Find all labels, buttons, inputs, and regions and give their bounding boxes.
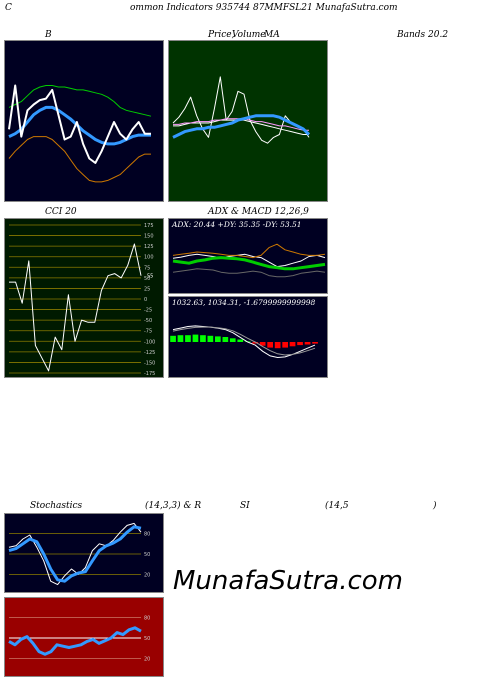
stochastics-tick-label: 50 <box>144 552 150 558</box>
stochastics-series-1-line <box>8 525 142 583</box>
macd-histogram-bar <box>274 342 281 349</box>
price-ma-chart <box>168 40 328 202</box>
cci-chart: 175 150 125 100 75 50 25 0 -25 -50 -75 -100 -125 -150… <box>4 218 164 378</box>
rsi-chart: 80 50 20 <box>4 597 164 677</box>
macd-chart: 1032.63, 1034.31, -1.6799999999998 <box>168 296 328 378</box>
adx-values: ADX: 20.44 +DY: 35.35 -DY: 53.51 <box>172 220 302 229</box>
rsi-tick-label: 50 <box>144 636 150 642</box>
macd-histogram-bar <box>304 342 311 345</box>
header-c: C <box>5 3 12 13</box>
cci-last-value-label: 55 <box>147 274 153 280</box>
bands-label: Bands 20.2 <box>397 30 449 40</box>
cci-tick-label: -100 <box>144 339 155 345</box>
macd-histogram-bar <box>267 342 273 348</box>
adx-series-1-line <box>172 256 326 271</box>
bands-series-1-line <box>8 136 151 183</box>
stochastics-series-0-line <box>8 522 142 586</box>
stoch-label: Stochastics <box>30 501 83 511</box>
cci-tick-label: -50 <box>144 318 152 324</box>
price-label: Price, <box>208 30 235 40</box>
cci-tick-label: 0 <box>144 297 147 303</box>
ma-label: MA <box>264 30 280 40</box>
bands-series-3-line <box>8 84 151 164</box>
bands-label-b: B <box>45 30 52 40</box>
cci-tick-label: 50 <box>144 276 150 282</box>
cci-tick-label: -125 <box>144 350 155 356</box>
cci-tick-label: 25 <box>144 286 150 292</box>
cci-tick-label: -175 <box>144 371 155 377</box>
cci-tick-label: -150 <box>144 360 155 366</box>
bands-chart <box>4 40 164 202</box>
macd-histogram-bar <box>229 338 236 342</box>
macd-chart-svg <box>170 325 318 359</box>
stochastics-tick-label: 20 <box>144 572 150 578</box>
macd-histogram-bar <box>192 334 199 342</box>
rsi-tick-label: 80 <box>144 616 150 622</box>
watermark: MunafaSutra.com <box>173 566 404 596</box>
macd-histogram-bar <box>215 336 221 342</box>
macd-histogram-bar <box>252 342 259 344</box>
price-ma-chart-svg <box>172 76 311 144</box>
bands-series-0-line <box>8 85 152 117</box>
rsi-paren: ) <box>433 501 437 511</box>
macd-histogram-bar <box>200 335 206 342</box>
cci-tick-label: 100 <box>144 255 154 261</box>
macd-histogram-bar <box>237 339 244 342</box>
volume-label: Volume <box>232 30 266 40</box>
rsi-params: (14,5 <box>325 501 349 511</box>
cci-tick-label: -25 <box>144 308 152 314</box>
macd-histogram-bar <box>222 337 229 342</box>
price_ma-series-3-line <box>172 114 311 139</box>
macd-signal-line <box>172 326 316 356</box>
macd-histogram-bar <box>177 335 184 342</box>
macd-histogram-bar <box>170 335 176 342</box>
price_ma-series-0-line <box>172 76 310 144</box>
stochastics-chart: 80 50 20 <box>4 513 164 593</box>
cci-tick-label: 175 <box>144 223 154 229</box>
stoch-params: (14,3,3) & R <box>145 501 202 511</box>
macd-histogram-bar <box>289 342 296 347</box>
cci-tick-label: 150 <box>144 234 154 240</box>
macd-histogram-bar <box>282 342 288 348</box>
adx-chart-svg <box>172 243 326 278</box>
cci-tick-label: 75 <box>144 265 150 271</box>
cci-label: CCI 20 <box>45 207 77 217</box>
rsi-label: SI <box>240 501 250 511</box>
rsi-chart-svg: 80 50 20 <box>8 616 150 662</box>
macd-histogram-bar <box>207 335 214 342</box>
cci-tick-label: 125 <box>144 244 154 250</box>
rsi-series-1-line <box>8 626 142 656</box>
adx-macd-label: ADX & MACD 12,26,9 <box>208 207 309 217</box>
macd-histogram-bar <box>312 342 318 344</box>
macd-histogram-bar <box>185 335 191 342</box>
header-title: ommon Indicators 935744 87MMFSL21 Munafa… <box>130 3 398 13</box>
cci-tick-label: -75 <box>144 329 152 335</box>
adx-series-2-line <box>172 243 326 259</box>
macd-histogram-bar <box>259 342 266 346</box>
adx-series-0-line <box>172 253 326 268</box>
cci-chart-svg: 175 150 125 100 75 50 25 0 -25 -50 -75 -100 -125 -150… <box>9 223 155 377</box>
cci-series-0-line <box>9 243 142 372</box>
macd-histogram-bar <box>297 342 303 346</box>
rsi-tick-label: 20 <box>144 656 150 662</box>
bands-chart-svg <box>8 84 152 183</box>
adx-series-3-line <box>172 268 326 278</box>
adx-chart: ADX: 20.44 +DY: 35.35 -DY: 53.51 <box>168 218 328 294</box>
macd-values: 1032.63, 1034.31, -1.6799999999998 <box>172 298 316 307</box>
stochastics-chart-svg: 80 50 20 <box>8 522 150 586</box>
stochastics-tick-label: 80 <box>144 532 150 538</box>
